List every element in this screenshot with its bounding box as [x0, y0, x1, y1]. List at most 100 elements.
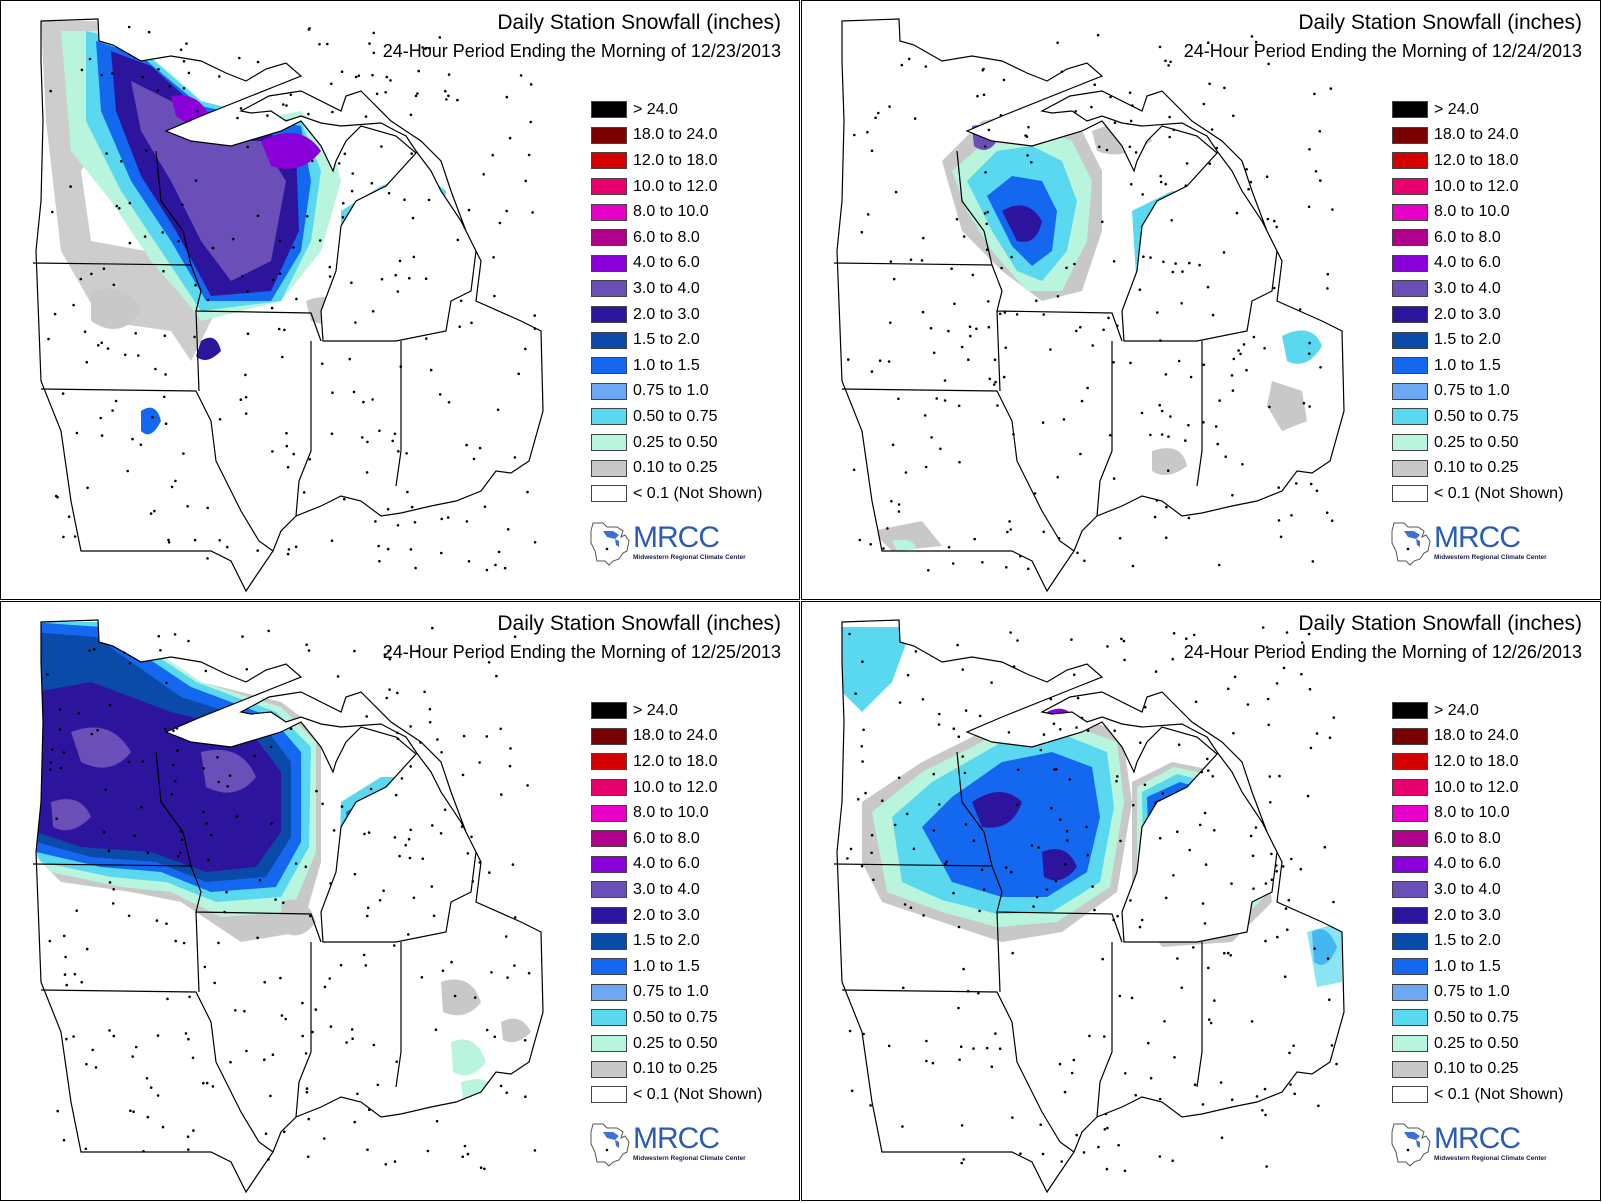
station-dot — [972, 1047, 975, 1050]
snowfall-map — [32, 619, 544, 1194]
mrcc-logo-text: MRCC — [1434, 1122, 1521, 1155]
station-dot — [114, 399, 118, 403]
legend-item: 2.0 to 3.0 — [591, 302, 791, 328]
legend-swatch — [591, 881, 627, 899]
station-dot — [343, 152, 347, 156]
station-dot — [1264, 939, 1267, 943]
legend-label: 0.50 to 0.75 — [633, 407, 718, 425]
station-dot — [504, 935, 508, 938]
station-dot — [339, 963, 343, 967]
map-subtitle: 24-Hour Period Ending the Morning of 12/… — [1183, 41, 1582, 61]
station-dot — [870, 851, 873, 855]
station-dot — [142, 1150, 145, 1153]
legend-item: 0.50 to 0.75 — [591, 1005, 791, 1031]
station-dot — [870, 370, 874, 373]
legend-swatch — [591, 101, 627, 119]
station-dot — [141, 760, 145, 763]
station-dot — [216, 756, 219, 759]
station-dots — [847, 33, 1334, 572]
station-dot — [73, 535, 77, 538]
station-dot — [938, 803, 941, 806]
station-dot — [1313, 92, 1316, 96]
station-dot — [1082, 1151, 1086, 1154]
station-dot — [279, 976, 282, 980]
legend-swatch — [591, 727, 627, 745]
station-dot — [412, 896, 416, 900]
station-dot — [181, 203, 184, 206]
legend-item: 1.5 to 2.0 — [1392, 327, 1592, 353]
station-dot — [1290, 514, 1293, 517]
station-dot — [206, 506, 209, 510]
station-dot — [1279, 535, 1283, 539]
legend-label: 4.0 to 6.0 — [633, 855, 700, 873]
legend-item: 4.0 to 6.0 — [591, 251, 791, 277]
legend-label: < 0.1 (Not Shown) — [633, 484, 763, 502]
snowfall-area — [1282, 330, 1322, 364]
legend-item: 0.50 to 0.75 — [1392, 1005, 1592, 1031]
station-dot — [962, 1158, 965, 1161]
station-dot — [860, 745, 864, 748]
station-dot — [1299, 867, 1303, 871]
station-dot — [100, 434, 104, 437]
station-dot — [980, 868, 984, 871]
station-dot — [352, 390, 356, 394]
legend-swatch — [1392, 1035, 1428, 1053]
station-dot — [409, 725, 412, 728]
snowfall-area — [501, 1018, 531, 1043]
station-dot — [1230, 882, 1233, 885]
legend-item: 0.10 to 0.25 — [591, 1056, 791, 1082]
station-dot — [1268, 405, 1271, 409]
station-dot — [1233, 675, 1237, 679]
legend-swatch — [591, 855, 627, 873]
legend-label: 0.25 to 0.50 — [1434, 1034, 1519, 1052]
station-dot — [894, 190, 898, 194]
station-dot — [1298, 308, 1302, 311]
station-dot — [957, 404, 961, 408]
station-dot — [1323, 845, 1327, 849]
station-dot — [1326, 272, 1330, 276]
station-dot — [1117, 1143, 1120, 1147]
station-dot — [182, 452, 185, 455]
station-dot — [858, 538, 862, 542]
station-dot — [488, 871, 491, 874]
station-dot — [927, 569, 930, 572]
legend-label: 1.0 to 1.5 — [1434, 356, 1501, 374]
station-dot — [1272, 286, 1276, 290]
station-dot — [998, 1047, 1002, 1050]
snowfall-area — [1152, 448, 1187, 475]
station-dot — [58, 708, 62, 711]
station-dot — [1308, 148, 1311, 151]
station-dot — [187, 1037, 190, 1041]
station-dot — [866, 130, 869, 134]
station-dot — [1208, 82, 1211, 86]
station-dot — [988, 377, 992, 381]
station-dot — [269, 745, 273, 749]
legend-label: 18.0 to 24.0 — [1434, 727, 1519, 745]
station-dot — [1011, 951, 1014, 955]
station-dot — [411, 216, 415, 220]
station-dot — [862, 1032, 865, 1036]
station-dot — [305, 1090, 309, 1094]
station-dot — [228, 774, 232, 777]
station-dot — [491, 153, 495, 157]
station-dot — [986, 210, 989, 214]
station-dot — [1276, 935, 1279, 939]
station-dot — [1249, 180, 1253, 184]
station-dot — [194, 179, 198, 182]
station-dot — [340, 805, 344, 808]
station-dot — [267, 629, 271, 633]
legend-item: < 0.1 (Not Shown) — [1392, 481, 1592, 507]
station-dot — [1066, 839, 1069, 842]
station-dot — [983, 145, 987, 148]
legend-label: 8.0 to 10.0 — [1434, 804, 1510, 822]
station-dot — [1292, 1044, 1295, 1047]
station-dot — [271, 278, 275, 282]
snowfall-map — [32, 18, 544, 593]
station-dot — [396, 524, 400, 527]
station-dot — [414, 94, 418, 98]
station-dot — [1312, 651, 1315, 654]
station-dot — [393, 1160, 397, 1163]
station-dot — [80, 68, 84, 72]
station-dot — [494, 563, 497, 567]
station-dot — [897, 510, 901, 513]
